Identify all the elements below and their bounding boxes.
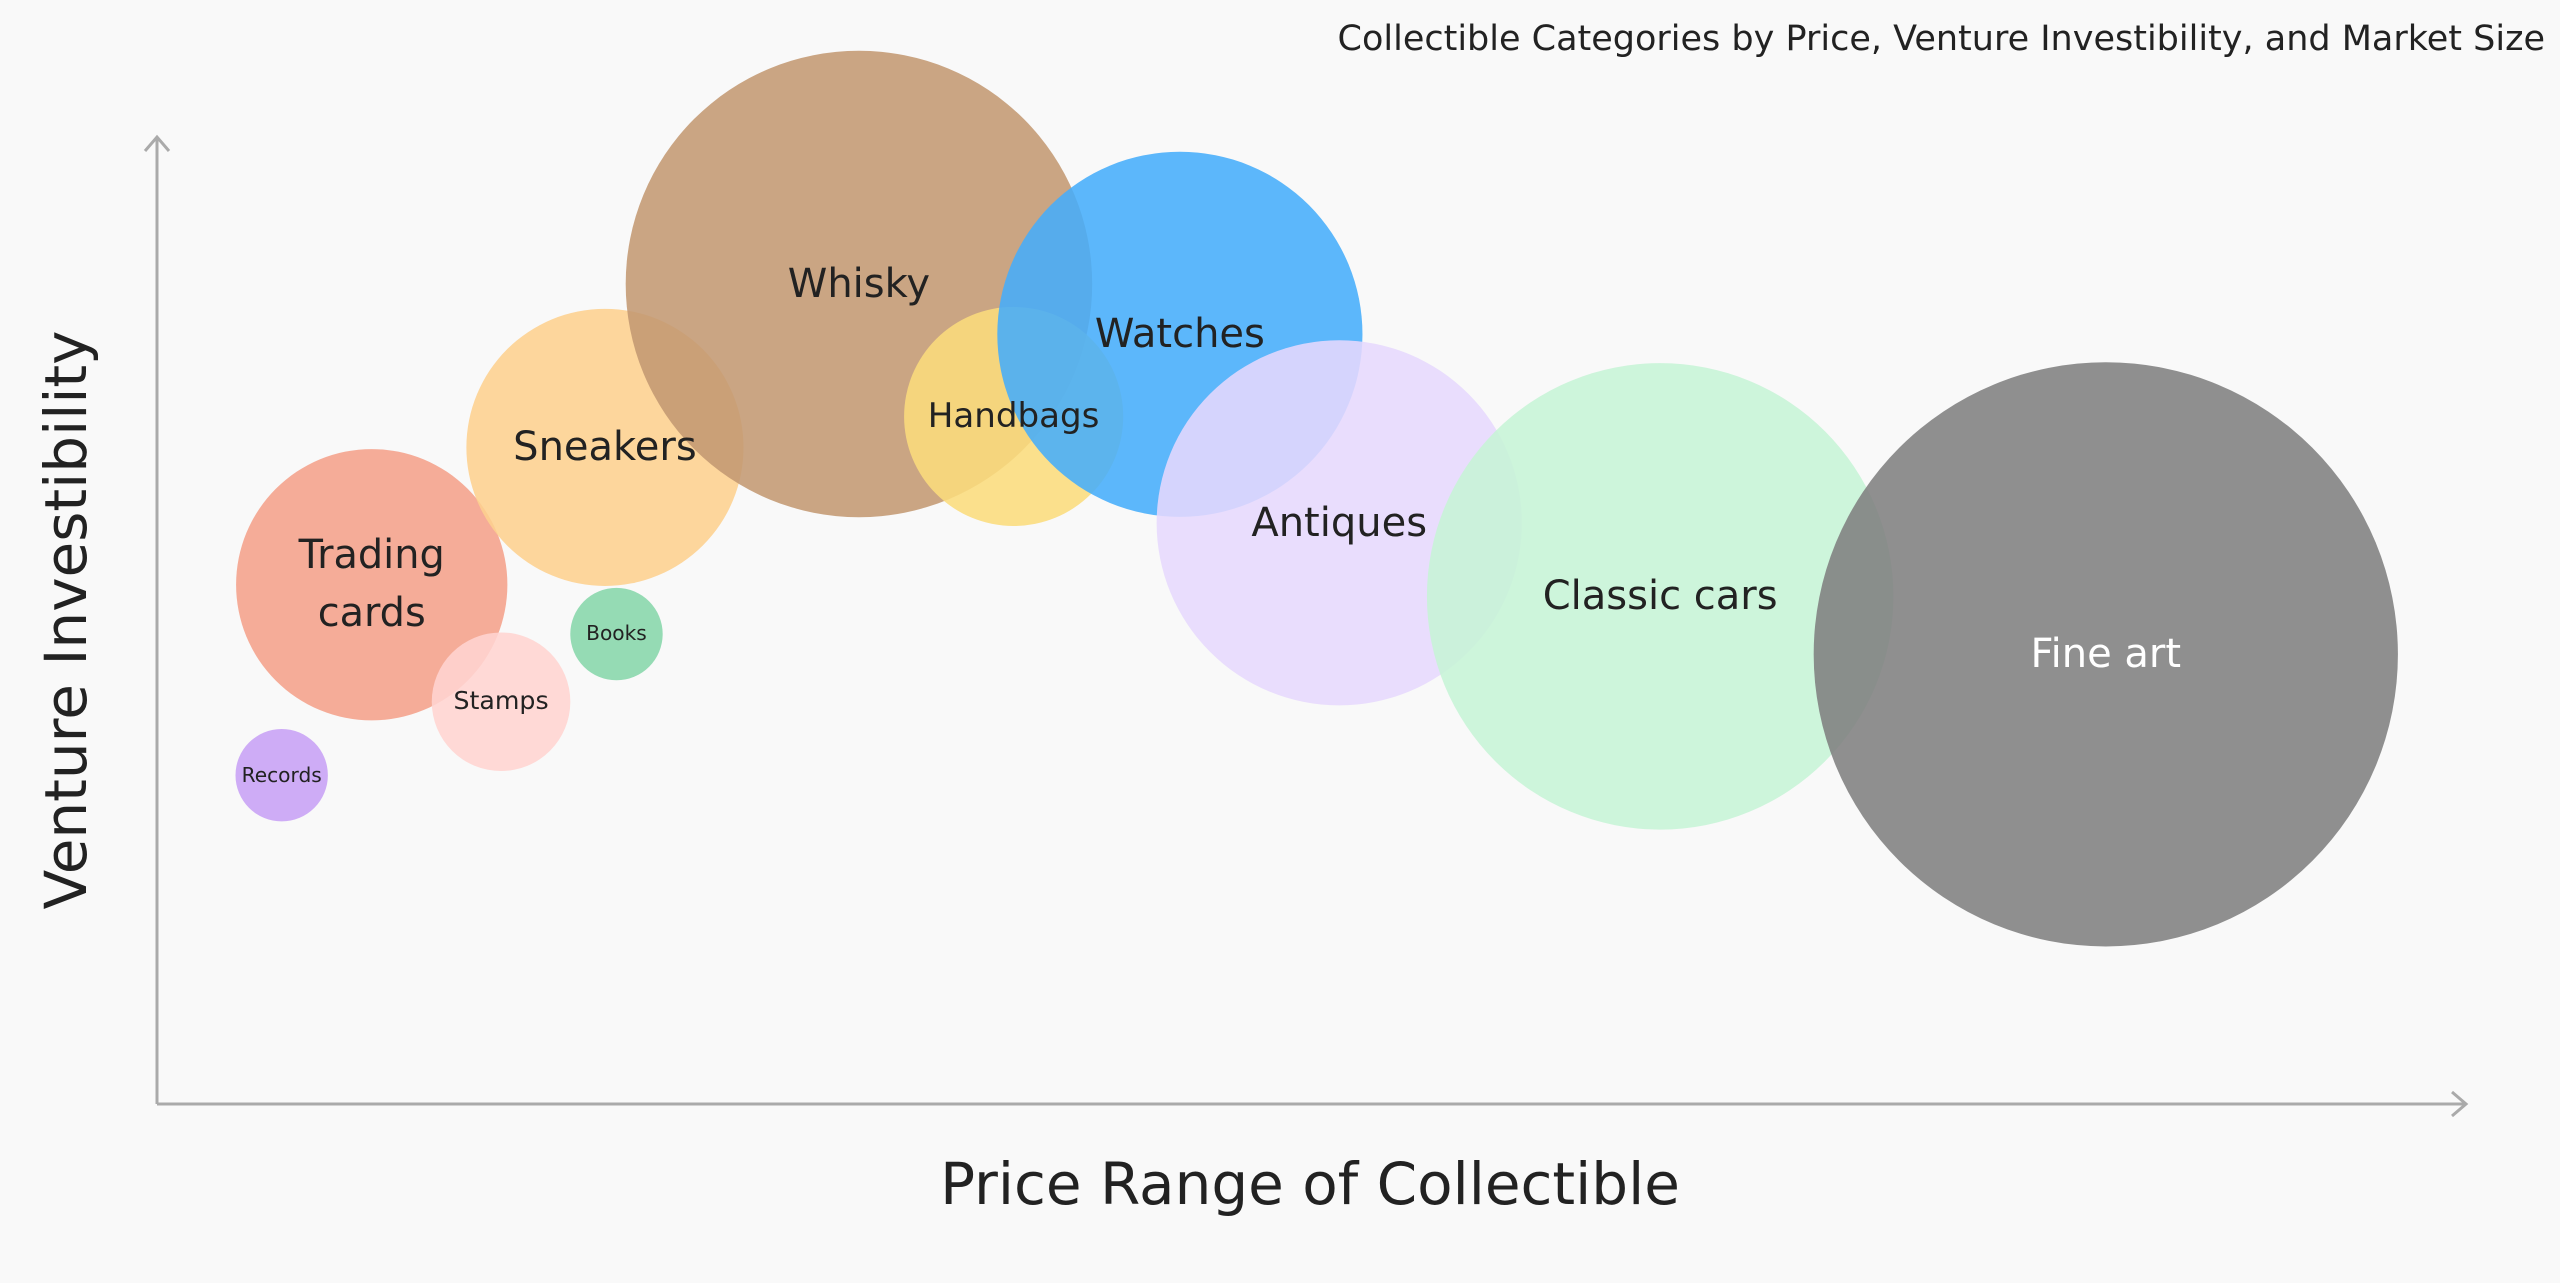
bubble-label-box: Handbags <box>910 307 1118 526</box>
bubble-label-box: Sneakers <box>473 309 736 586</box>
bubble-label-box: Classic cars <box>1439 363 1882 829</box>
x-axis-label: Price Range of Collectible <box>940 1150 1680 1218</box>
bubble-label: Watches <box>1094 311 1265 358</box>
bubble-label-box: Fine art <box>1828 362 2383 946</box>
bubble <box>1813 362 2398 947</box>
axes <box>143 134 2469 1118</box>
bubble <box>570 587 663 681</box>
bubble-label-box: Books <box>573 588 661 680</box>
bubble <box>235 729 328 822</box>
bubbles <box>235 50 2398 947</box>
chart-title: Collectible Categories by Price, Venture… <box>1338 19 2545 59</box>
bubble <box>1426 363 1894 830</box>
bubble-label: Records <box>241 762 322 787</box>
bubble <box>236 449 508 721</box>
x-axis-arrow <box>2451 1090 2469 1118</box>
bubble-label: Trading cards <box>298 531 445 636</box>
bubble-label-box: Antiques <box>1166 340 1513 705</box>
bubble-label: Whisky <box>787 260 931 307</box>
bubble-label: Stamps <box>453 686 549 716</box>
bubble-label: Antiques <box>1251 499 1428 546</box>
bubble-label-box: Trading cards <box>243 449 501 720</box>
y-axis-arrow <box>143 134 171 152</box>
bubble-label-box: Whisky <box>637 51 1080 517</box>
bubble-label-box: Records <box>238 729 326 821</box>
bubble-label: Fine art <box>2030 631 2182 678</box>
bubble-label: Classic cars <box>1542 573 1778 620</box>
bubble-label-box: Stamps <box>435 632 567 771</box>
bubble-label: Sneakers <box>513 424 697 471</box>
bubble <box>431 632 571 772</box>
bubble-label: Handbags <box>927 395 1100 436</box>
bubble-label-box: Watches <box>1006 152 1353 517</box>
bubble-label: Books <box>586 621 647 646</box>
y-axis-label: Venture Investibility <box>32 331 100 910</box>
